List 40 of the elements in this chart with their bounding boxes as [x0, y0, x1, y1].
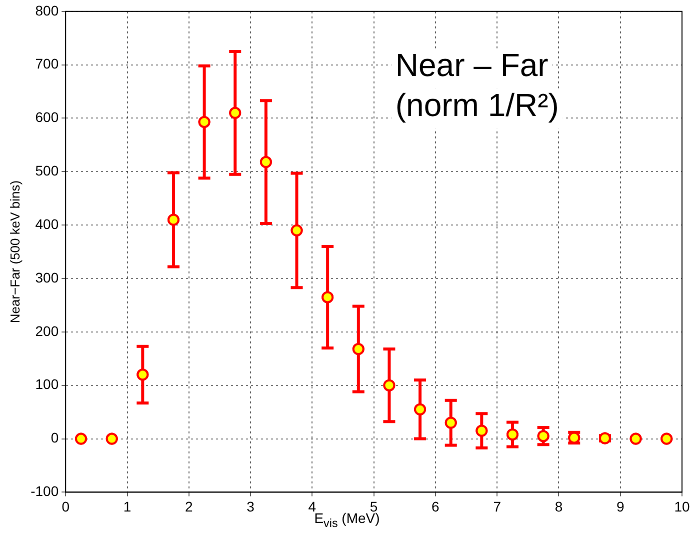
y-axis-title: Near−Far (500 keV bins) — [7, 180, 22, 324]
point — [106, 432, 118, 445]
point — [198, 116, 210, 128]
point — [476, 424, 488, 437]
point — [229, 106, 242, 119]
y-tick-label: 200 — [35, 322, 59, 339]
point — [136, 368, 149, 381]
annotation: (norm 1/R²) — [395, 87, 559, 124]
y-tick-label: 700 — [35, 56, 59, 72]
x-tick-label: 7 — [493, 498, 502, 514]
point — [630, 432, 642, 445]
x-tick-label: 8 — [554, 498, 563, 514]
x-tick-label: 4 — [308, 498, 316, 514]
y-tick-label: 300 — [35, 269, 59, 286]
y-tick-label: -100 — [30, 483, 59, 500]
point — [660, 432, 673, 445]
point — [414, 403, 426, 416]
x-tick-label: 6 — [432, 498, 440, 514]
point — [75, 432, 88, 445]
point — [167, 214, 180, 226]
y-tick-label: 0 — [50, 430, 59, 446]
annotation: Near – Far — [395, 47, 549, 84]
point — [352, 343, 364, 356]
point — [506, 428, 518, 441]
x-tick-label: 2 — [185, 498, 193, 514]
point — [322, 291, 334, 304]
x-tick-label: 0 — [62, 498, 70, 514]
y-tick-label: 800 — [35, 2, 59, 18]
y-tick-label: 400 — [35, 216, 59, 232]
x-tick-label: 3 — [246, 498, 255, 514]
point — [260, 156, 272, 168]
point — [444, 416, 457, 429]
y-tick-label: 500 — [35, 162, 59, 179]
x-tick-label: 10 — [674, 498, 690, 514]
x-tick-label: 9 — [616, 498, 624, 514]
x-tick-label: 1 — [123, 498, 132, 514]
y-tick-label: 600 — [35, 109, 59, 126]
point — [383, 379, 396, 392]
point — [290, 224, 303, 236]
y-tick-label: 100 — [35, 376, 59, 392]
